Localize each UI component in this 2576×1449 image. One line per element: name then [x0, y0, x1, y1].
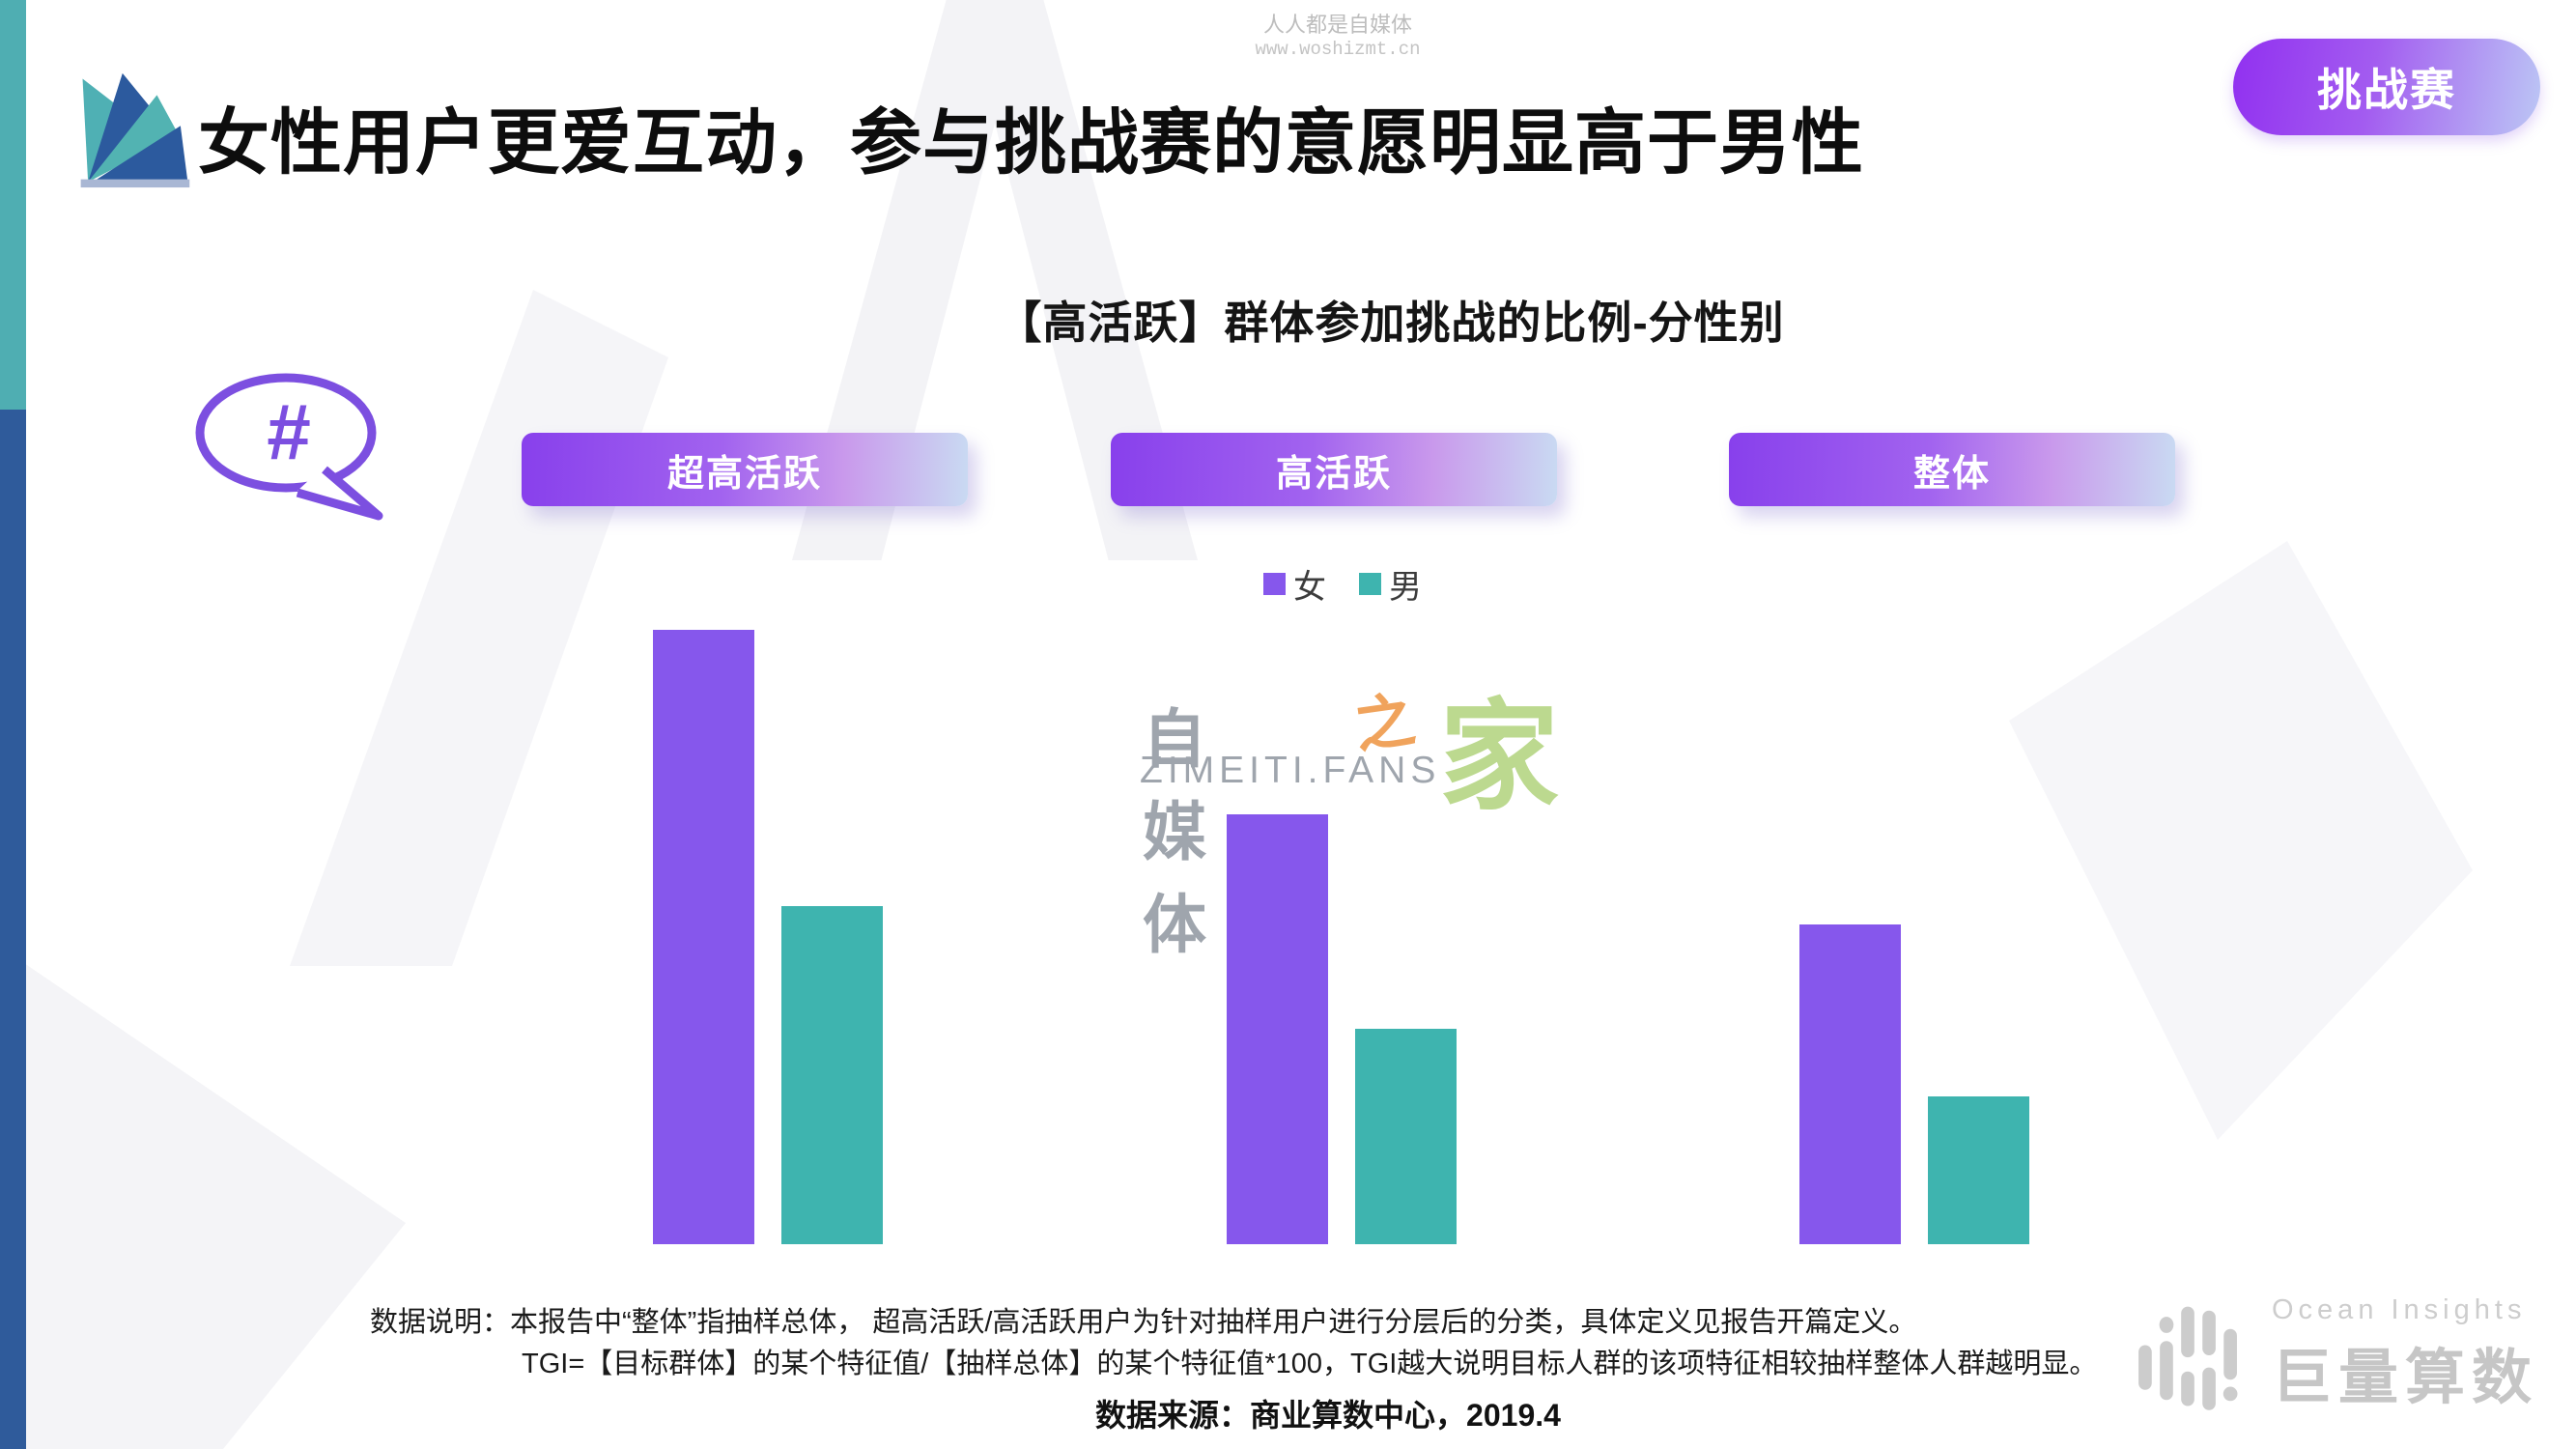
center-watermark-en: ZIMEITI.FANS	[1140, 750, 1441, 791]
data-notes: 数据说明：本报告中“整体”指抽样总体， 超高活跃/高活跃用户为针对抽样用户进行分…	[370, 1302, 2097, 1385]
ocean-insights-logo: Ocean Insights 巨量算数	[2137, 1294, 2538, 1416]
legend-label-1: 男	[1389, 569, 1422, 606]
background-watermark-shape	[2009, 541, 2473, 1140]
fan-logo-icon	[75, 62, 193, 202]
top-watermark: 人人都是自媒体 www.woshizmt.cn	[1212, 8, 1463, 60]
challenge-badge: 挑战赛	[2233, 39, 2540, 135]
ocean-insights-logo-icon	[2138, 1306, 2238, 1410]
top-watermark-url: www.woshizmt.cn	[1255, 39, 1421, 60]
center-watermark-cn2: 之	[1350, 686, 1420, 761]
bar-男-超高活跃	[781, 906, 883, 1244]
category-pill-2: 整体	[1729, 433, 2175, 506]
legend-swatch-1	[1359, 573, 1381, 595]
chart-title: 【高活跃】群体参加挑战的比例-分性别	[997, 298, 1785, 348]
bar-女-整体	[1799, 924, 1901, 1244]
hashtag-bubble-icon: #	[189, 369, 392, 533]
data-note-line2: TGI=【目标群体】的某个特征值/【抽样总体】的某个特征值*100，TGI越大说…	[522, 1349, 2098, 1379]
legend-label-0: 女	[1293, 569, 1326, 606]
background-watermark-shape	[0, 947, 406, 1449]
data-source: 数据来源：商业算数中心，2019.4	[1095, 1398, 1561, 1433]
data-note-line1: 数据说明：本报告中“整体”指抽样总体， 超高活跃/高活跃用户为针对抽样用户进行分…	[370, 1307, 1917, 1338]
left-stripe-blue	[0, 410, 26, 1449]
page-title: 女性用户更爱互动，参与挑战赛的意愿明显高于男性	[198, 102, 1864, 183]
ocean-insights-brand-en: Ocean Insights	[2272, 1294, 2527, 1325]
legend-item-1: 男	[1359, 560, 1422, 608]
hashtag-symbol: #	[267, 388, 311, 476]
chart-legend: 女男	[290, 560, 2395, 608]
bar-男-高活跃	[1355, 1029, 1457, 1244]
category-pill-1: 高活跃	[1111, 433, 1557, 506]
legend-swatch-0	[1263, 573, 1286, 595]
bar-女-超高活跃	[653, 630, 754, 1244]
bar-女-高活跃	[1227, 814, 1328, 1244]
center-watermark-cn3: 家	[1439, 691, 1560, 824]
left-stripe-teal	[0, 0, 26, 410]
center-watermark-cn1: 自媒体	[1143, 703, 1208, 960]
legend-item-0: 女	[1263, 560, 1326, 608]
category-pill-0: 超高活跃	[522, 433, 968, 506]
ocean-insights-brand-cn: 巨量算数	[2272, 1345, 2539, 1411]
bar-男-整体	[1928, 1096, 2029, 1244]
top-watermark-text: 人人都是自媒体	[1262, 13, 1412, 37]
